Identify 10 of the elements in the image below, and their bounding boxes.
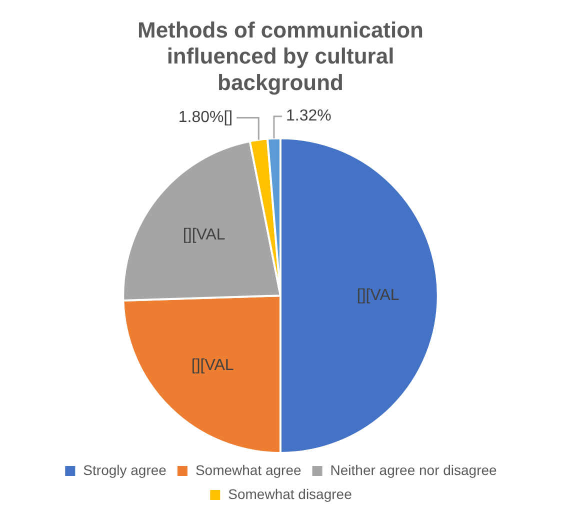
- data-label: [][VAL: [356, 287, 400, 304]
- chart-title: Methods of communication influenced by cultural background: [138, 17, 424, 96]
- legend-label: Somewhat disagree: [228, 486, 352, 502]
- legend-label: Somewhat agree: [195, 462, 302, 478]
- data-label: [][VAL: [191, 357, 234, 374]
- data-label: [][VAL: [182, 226, 226, 244]
- data-label: 1.80%[]: [178, 109, 233, 126]
- legend-label: Neither agree nor disagree: [330, 462, 498, 478]
- data-label: 1.32%: [286, 108, 332, 125]
- legend-label: Strogly agree: [83, 462, 167, 478]
